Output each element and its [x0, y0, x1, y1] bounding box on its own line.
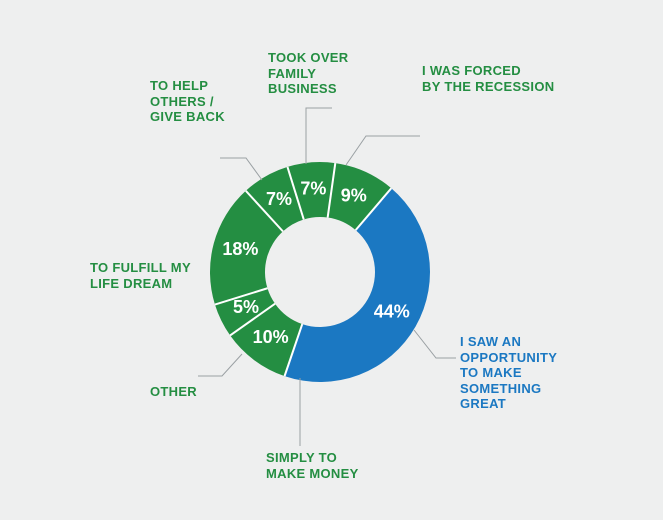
label-other: OTHER — [150, 384, 197, 400]
pct-opportunity: 44% — [374, 302, 410, 322]
pct-money: 10% — [253, 327, 289, 347]
pct-dream: 18% — [222, 239, 258, 259]
label-family: TOOK OVER FAMILY BUSINESS — [268, 50, 348, 97]
pct-other: 5% — [233, 297, 259, 317]
label-dream: TO FULFILL MY LIFE DREAM — [90, 260, 191, 291]
leader-other — [198, 354, 242, 376]
leader-help — [220, 158, 262, 180]
pct-recession: 9% — [341, 186, 367, 206]
label-money: SIMPLY TO MAKE MONEY — [266, 450, 359, 481]
leader-recession — [346, 136, 420, 165]
leader-opportunity — [414, 330, 456, 358]
pct-family: 7% — [300, 179, 326, 199]
label-help: TO HELP OTHERS / GIVE BACK — [150, 78, 225, 125]
label-recession: I WAS FORCED BY THE RECESSION — [422, 63, 554, 94]
pct-help: 7% — [266, 189, 292, 209]
label-opportunity: I SAW AN OPPORTUNITY TO MAKE SOMETHING G… — [460, 334, 557, 412]
leader-family — [306, 108, 332, 164]
